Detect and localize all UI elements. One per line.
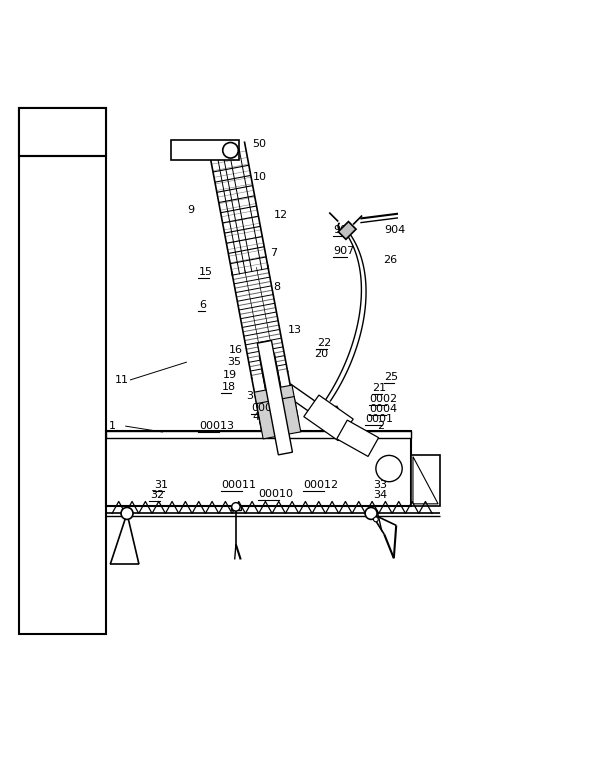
Text: 00010: 00010 xyxy=(258,489,294,499)
Text: 00012: 00012 xyxy=(304,480,338,489)
Polygon shape xyxy=(19,108,106,155)
Text: 21: 21 xyxy=(372,383,386,393)
Text: 0003: 0003 xyxy=(251,403,279,413)
Text: 15: 15 xyxy=(199,267,213,277)
Polygon shape xyxy=(171,139,239,160)
Text: 907: 907 xyxy=(334,247,355,257)
Circle shape xyxy=(373,517,378,522)
Text: 905: 905 xyxy=(334,225,355,235)
Polygon shape xyxy=(257,341,293,455)
Polygon shape xyxy=(338,221,356,239)
Text: 33: 33 xyxy=(373,480,388,489)
Polygon shape xyxy=(262,368,288,427)
Text: 13: 13 xyxy=(287,326,301,336)
Text: 16: 16 xyxy=(229,345,243,355)
Circle shape xyxy=(376,455,402,482)
Polygon shape xyxy=(413,457,438,504)
Text: 0002: 0002 xyxy=(369,394,397,404)
Text: 11: 11 xyxy=(115,375,129,385)
Text: 26: 26 xyxy=(383,255,397,265)
Text: 22: 22 xyxy=(317,338,331,348)
Text: 1: 1 xyxy=(109,421,116,431)
Polygon shape xyxy=(259,354,285,413)
Text: 0004: 0004 xyxy=(369,404,397,414)
Text: 34: 34 xyxy=(373,490,388,500)
Text: 10: 10 xyxy=(252,172,267,182)
Polygon shape xyxy=(257,397,300,439)
Text: 8: 8 xyxy=(273,283,281,293)
Text: 7: 7 xyxy=(270,247,278,257)
Text: 12: 12 xyxy=(273,211,288,221)
Polygon shape xyxy=(106,430,411,438)
Text: 3: 3 xyxy=(246,391,254,401)
Text: 00011: 00011 xyxy=(222,480,257,489)
Text: 25: 25 xyxy=(384,372,398,382)
Text: 4: 4 xyxy=(252,412,260,422)
Text: 6: 6 xyxy=(199,300,206,310)
Text: 18: 18 xyxy=(222,382,236,392)
Polygon shape xyxy=(254,385,299,427)
Text: 19: 19 xyxy=(223,370,237,380)
Polygon shape xyxy=(411,455,440,506)
Text: 0001: 0001 xyxy=(365,414,393,424)
Circle shape xyxy=(121,507,133,519)
Text: 2: 2 xyxy=(377,421,384,431)
Text: 9: 9 xyxy=(187,205,194,214)
Text: 32: 32 xyxy=(150,490,164,500)
Polygon shape xyxy=(106,430,411,506)
Circle shape xyxy=(365,507,377,519)
Circle shape xyxy=(232,502,240,511)
Polygon shape xyxy=(231,506,241,510)
Text: 35: 35 xyxy=(228,357,242,367)
Polygon shape xyxy=(337,420,379,457)
Circle shape xyxy=(223,142,238,158)
Text: 20: 20 xyxy=(314,349,328,359)
Text: 904: 904 xyxy=(384,225,406,235)
Polygon shape xyxy=(19,108,106,634)
Polygon shape xyxy=(304,395,353,440)
Text: 31: 31 xyxy=(154,480,168,489)
Text: 50: 50 xyxy=(252,139,267,149)
Text: 00013: 00013 xyxy=(199,421,234,431)
